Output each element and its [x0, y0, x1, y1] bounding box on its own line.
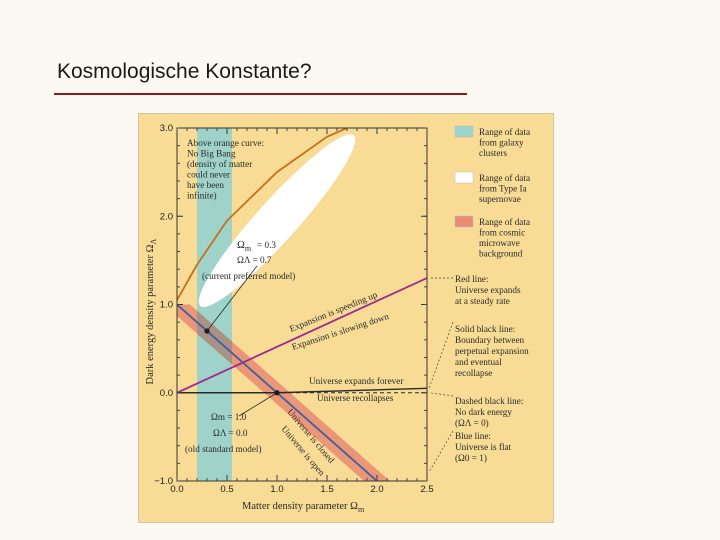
annotation-no-big-bang-line: have been — [187, 180, 224, 190]
supernovae-ellipse — [198, 134, 356, 308]
series-red-line — [177, 277, 427, 394]
x-axis-label: Matter density parameter Ωm — [242, 501, 365, 514]
x-tick-label: 1.0 — [270, 484, 283, 495]
annotation-old-omega-m: Ωm = 1.0 — [211, 412, 247, 422]
y-tick-label: 2.0 — [160, 211, 173, 222]
x-tick-label: 2.0 — [370, 484, 383, 495]
legend-cmb-line: background — [479, 249, 523, 259]
legend-galaxy_clusters-line: Range of data — [479, 127, 530, 137]
x-tick-label: 0.5 — [220, 484, 233, 495]
y-axis-label: Dark energy density parameter ΩΛ — [145, 239, 158, 385]
annotation-no-big-bang-line: (density of matter — [187, 159, 252, 169]
line-note-2-line: Dashed black line: — [455, 396, 523, 406]
annotation-expands-forever: Universe expands forever — [309, 376, 403, 386]
line-note-3-line: (Ω0 = 1) — [455, 453, 487, 463]
annotation-old-model-caption: (old standard model) — [185, 444, 262, 454]
leader-old-model — [238, 392, 278, 417]
y-tick-label: 3.0 — [160, 123, 173, 134]
annotation-current-model-caption: (current preferred model) — [202, 271, 295, 281]
annotation-current-omega-l: ΩΛ = 0.7 — [237, 255, 272, 265]
legend-cmb-line: Range of data — [479, 217, 530, 227]
annotation-no-big-bang-line: Above orange curve: — [187, 138, 264, 148]
legend-swatch-supernovae — [454, 171, 474, 184]
annotation-recollapses: Universe recollapses — [317, 393, 394, 403]
x-tick-label: 0.0 — [170, 484, 183, 495]
cosmology-chart: 0.0 0.5 1.0 1.5 2.0 2.5−1.00.01.02.03.0Matter… — [145, 123, 530, 514]
annotation-no-big-bang-line: could never — [187, 170, 230, 180]
x-tick-label: 1.5 — [320, 484, 333, 495]
legend-cmb-line: from cosmic — [479, 228, 525, 238]
y-tick-label: −1.0 — [154, 476, 173, 487]
legend-cmb-line: microwave — [479, 238, 520, 248]
annotation-current-omega-m-value: = 0.3 — [257, 240, 276, 250]
line-note-1-line: recollapse — [455, 368, 492, 378]
line-note-2-line: (ΩΛ = 0) — [455, 418, 489, 428]
note-leader-1 — [428, 321, 454, 389]
series-orange-curve — [177, 128, 348, 301]
x-tick-label: 2.5 — [420, 484, 433, 495]
annotation-old-omega-l: ΩΛ = 0.0 — [213, 428, 248, 438]
line-note-0-line: at a steady rate — [455, 296, 510, 306]
y-tick-label: 0.0 — [160, 388, 173, 399]
cosmology-figure: 0.0 0.5 1.0 1.5 2.0 2.5 −1.0 0.0 1.0 2.0 3.0 Matter… — [138, 113, 554, 523]
note-leader-2 — [428, 392, 454, 397]
page-title: Kosmologische Konstante? — [57, 60, 312, 83]
plot-area — [177, 128, 427, 481]
legend-supernovae-line: from Type Ia — [479, 184, 527, 194]
line-note-0-line: Red line: — [455, 274, 488, 284]
y-tick-label: 1.0 — [160, 300, 173, 311]
legend-swatch-cmb — [454, 215, 474, 228]
line-note-1-line: and eventual — [455, 357, 502, 367]
line-note-3-line: Universe is flat — [455, 442, 512, 452]
annotation-no-big-bang-line: infinite) — [187, 191, 217, 201]
legend-galaxy_clusters-line: clusters — [479, 148, 507, 158]
line-note-1-line: Boundary between — [455, 335, 525, 345]
note-leader-3 — [428, 430, 454, 473]
legend-supernovae-line: Range of data — [479, 173, 530, 183]
legend-swatch-galaxy_clusters — [454, 125, 474, 138]
line-note-1-line: Solid black line: — [455, 324, 515, 334]
annotation-no-big-bang-line: No Big Bang — [187, 149, 236, 159]
line-note-3-line: Blue line: — [455, 431, 491, 441]
legend-galaxy_clusters-line: from galaxy — [479, 138, 524, 148]
title-underline — [54, 93, 467, 95]
leader-current-model — [206, 265, 258, 332]
legend-supernovae-line: supernovae — [479, 194, 521, 204]
annotation-current-omega-m-label: Ωm — [237, 240, 252, 253]
line-note-2-line: No dark energy — [455, 407, 512, 417]
line-note-0-line: Universe expands — [455, 285, 521, 295]
line-note-1-line: perpetual expansion — [455, 346, 529, 356]
